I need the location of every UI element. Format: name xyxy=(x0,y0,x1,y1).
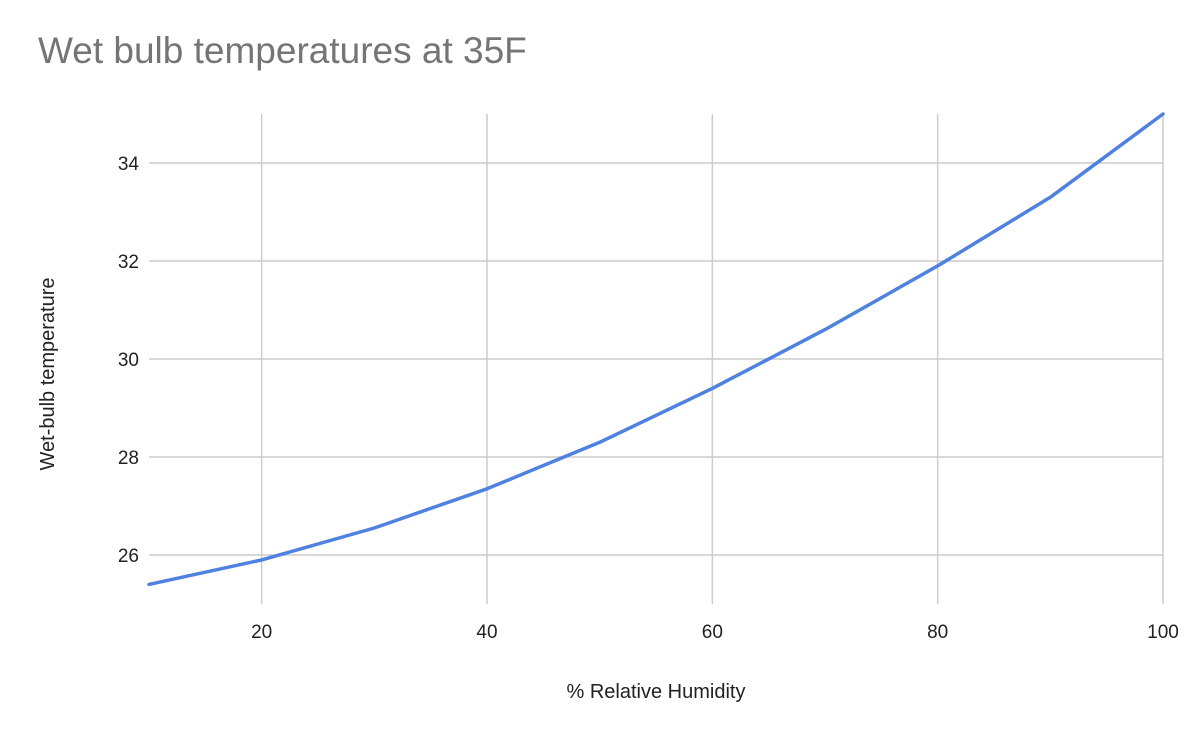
x-tick-label: 40 xyxy=(476,622,497,643)
x-tick-label: 20 xyxy=(251,622,272,643)
x-axis-title: % Relative Humidity xyxy=(567,681,746,703)
grid-layer xyxy=(149,114,1164,604)
y-tick-label: 34 xyxy=(118,154,140,175)
series-layer xyxy=(147,112,1165,587)
x-tick-label: 80 xyxy=(927,622,948,643)
tick-layer: 20 40 60 80 100 26 28 30 32 34 xyxy=(118,154,1179,643)
x-tick-label: 100 xyxy=(1147,622,1179,643)
y-tick-label: 28 xyxy=(118,448,139,469)
y-axis-title: Wet-bulb temperature xyxy=(37,277,59,470)
y-tick-label: 30 xyxy=(118,350,139,371)
x-tick-label: 60 xyxy=(702,622,723,643)
series-line xyxy=(147,112,1165,587)
y-tick-label: 26 xyxy=(118,546,139,567)
y-tick-label: 32 xyxy=(118,252,139,273)
chart-title: Wet bulb temperatures at 35F xyxy=(38,30,527,71)
